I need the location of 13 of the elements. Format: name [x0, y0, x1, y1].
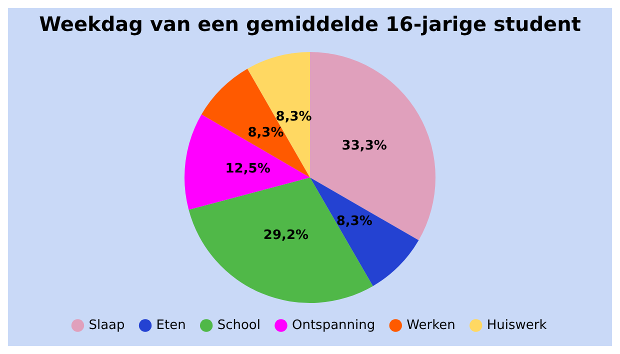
data-label: 8,3% — [248, 125, 284, 140]
legend-label: School — [217, 318, 260, 333]
chart-title: Weekdag van een gemiddelde 16-jarige student — [39, 12, 582, 36]
data-label: 29,2% — [263, 228, 309, 243]
data-label: 8,3% — [336, 214, 372, 230]
legend-label: Eten — [156, 318, 186, 333]
legend-label: Slaap — [88, 318, 125, 333]
legend-label: Werken — [406, 318, 456, 333]
data-label: 8,3% — [276, 109, 312, 124]
data-label: 12,5% — [225, 162, 270, 177]
legend-label: Huiswerk — [486, 318, 548, 333]
legend-label: Ontspanning — [292, 318, 376, 333]
data-label: 33,3% — [342, 138, 387, 154]
